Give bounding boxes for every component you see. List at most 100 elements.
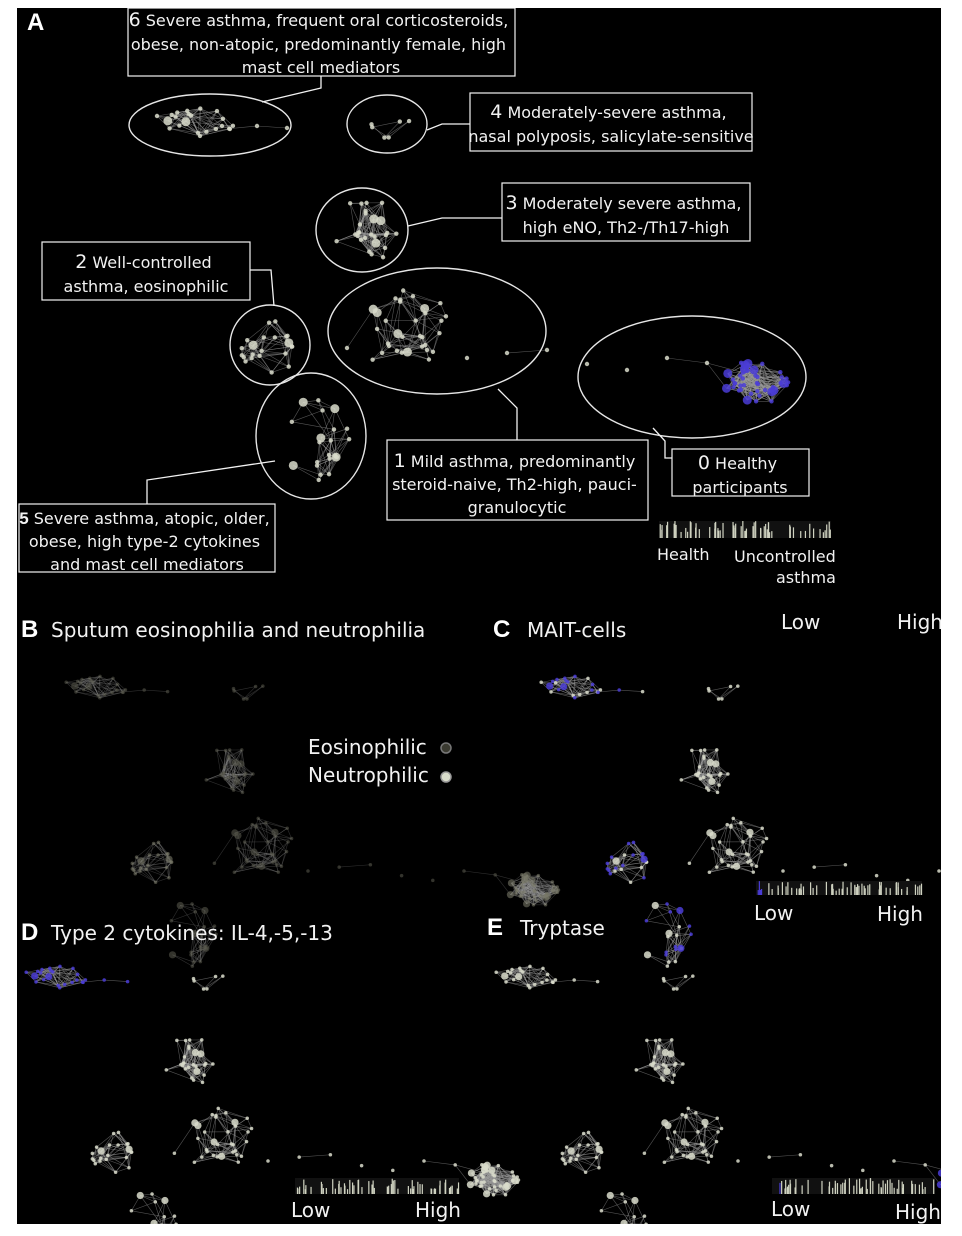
network-node [177,123,182,128]
network-node [642,875,646,880]
network-node [730,377,736,382]
network-edge [522,882,534,905]
network-edge [619,689,643,692]
network-edge [231,784,245,789]
network-edge [636,1069,664,1081]
network-edge [630,877,645,883]
network-node [168,951,177,959]
network-node [531,903,536,907]
network-edge [577,1155,600,1168]
network-edge [597,689,620,693]
network-node [213,974,218,979]
network-edge [112,689,126,693]
network-graph-c [539,674,941,968]
network-edge [261,346,293,352]
network-node [438,301,443,306]
network-edge [535,885,554,901]
network-node [358,237,364,243]
network-node [393,296,398,301]
network-node [386,135,391,140]
network-node [217,1152,226,1160]
network-node [675,933,679,938]
network-edge [697,1131,704,1153]
network-edge [281,851,287,867]
network-edge [666,903,678,936]
network-edge [893,1160,926,1166]
network-node [515,1180,520,1184]
network-node [679,778,684,782]
network-node [538,894,543,898]
network-edge [550,680,567,693]
network-node [231,1150,235,1154]
network-edge [400,299,416,321]
network-edge [531,880,556,892]
network-edge [728,827,732,853]
network-node [399,873,404,878]
network-edge [665,954,676,962]
network-edge [463,870,496,876]
network-edge [622,861,647,866]
network-edge [234,686,256,692]
network-node [85,683,93,691]
network-edge [220,749,230,775]
network-node [276,870,281,874]
network-node [331,452,341,462]
network-node [754,864,759,868]
network-edge [711,1131,719,1157]
network-node [144,867,148,872]
network-node [237,760,245,768]
network-node [422,1159,426,1163]
network-edge [231,774,234,789]
network-node [483,1190,491,1198]
network-edge [538,875,553,891]
network-node [71,966,75,971]
network-node [41,977,46,982]
network-edge [316,440,332,466]
network-node [226,775,231,780]
network-edge [234,762,245,786]
network-edge [192,936,195,963]
network-edge [534,890,553,898]
network-node [240,865,244,869]
network-edge [685,1115,704,1145]
network-edge [228,749,242,757]
network-node [374,326,380,332]
network-node [102,692,107,697]
network-node [383,318,388,323]
network-node [542,893,550,901]
network-node [676,906,684,915]
network-edge [712,848,718,868]
network-edge [40,968,74,974]
network-edge [203,975,223,990]
network-edge [317,454,330,463]
network-edge [200,108,223,127]
network-edge [569,1160,586,1173]
network-node [151,841,156,846]
network-edge [740,371,781,376]
network-node [510,967,514,972]
network-edge [171,911,196,922]
network-edge [201,1039,207,1064]
network-edge [527,874,553,883]
network-edge [115,1151,132,1173]
network-edge [272,836,276,863]
network-edge [153,1200,166,1224]
network-node [192,979,196,983]
network-node [234,774,238,779]
network-edge [261,350,286,354]
network-edge [360,210,366,240]
network-node [424,347,430,353]
network-node [196,1136,200,1141]
network-edge [709,859,722,873]
network-edge [194,1149,207,1163]
network-edge [147,854,159,866]
network-node [564,679,568,683]
network-edge [281,841,289,867]
network-edge [518,976,556,981]
network-edge [742,841,749,863]
network-edge [214,832,236,864]
network-edge [538,875,547,896]
network-edge [523,882,535,898]
network-node [555,890,560,894]
network-edge [168,862,172,878]
